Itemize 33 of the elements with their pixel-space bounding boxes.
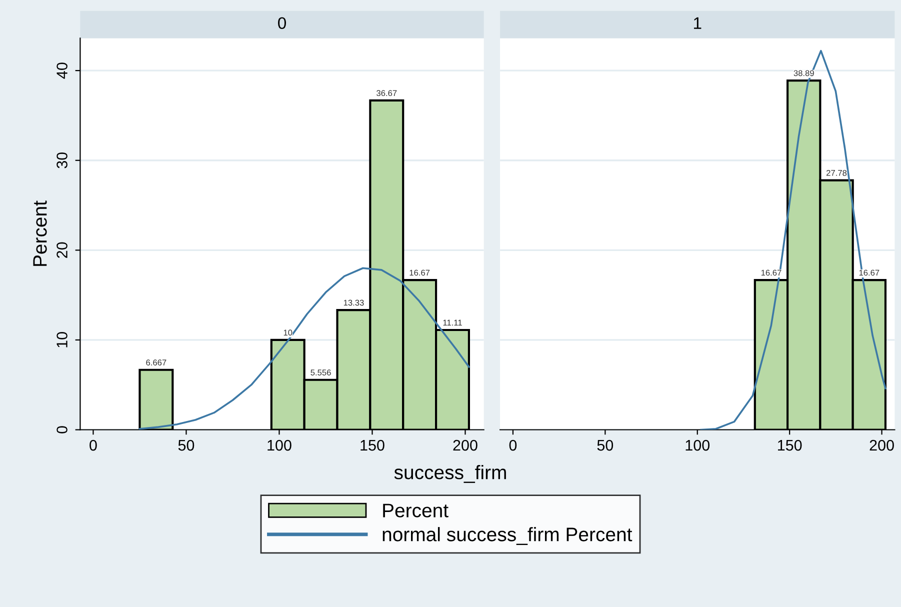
data-label: 36.67 — [376, 90, 397, 96]
data-label: 16.67 — [859, 270, 880, 276]
x-tick-label: 150 — [778, 440, 802, 451]
x-axis-title: success_firm — [394, 464, 506, 483]
data-label: 13.33 — [344, 300, 364, 306]
x-tick-label: 200 — [453, 440, 478, 451]
x-tick-label: 50 — [178, 440, 194, 451]
line-series — [138, 267, 470, 430]
y-tick-label: 20 — [56, 242, 68, 258]
legend-label: normal success_firm Percent — [382, 527, 632, 546]
y-tick-label: 40 — [56, 62, 68, 79]
x-tick-label: 150 — [360, 440, 384, 451]
data-label: 10 — [284, 330, 292, 336]
legend-label: Percent — [383, 504, 448, 518]
chart-title: 0 — [278, 17, 286, 30]
x-tick-label: 0 — [509, 440, 517, 451]
x-tick-label: 50 — [597, 440, 614, 451]
chart-title: 1 — [694, 17, 702, 29]
x-tick-label: 0 — [90, 440, 97, 451]
y-tick-label: 0 — [56, 426, 68, 434]
data-label: 5.556 — [310, 370, 331, 376]
data-label: 27.78 — [826, 170, 847, 176]
data-label: 16.67 — [410, 270, 430, 276]
data-label: 38.89 — [794, 70, 814, 76]
data-label: 6.667 — [146, 360, 166, 366]
y-tick-label: 30 — [56, 152, 68, 168]
data-label: 11.11 — [443, 320, 462, 326]
x-tick-label: 100 — [686, 440, 710, 451]
data-label: 16.67 — [761, 270, 782, 276]
y-tick-label: 10 — [56, 332, 68, 348]
x-tick-label: 200 — [870, 440, 894, 451]
y-axis-title: Percent — [33, 200, 47, 266]
x-tick-label: 100 — [268, 440, 292, 451]
